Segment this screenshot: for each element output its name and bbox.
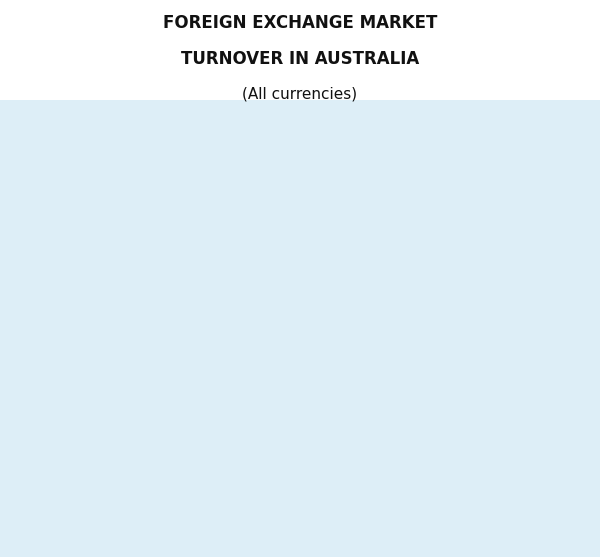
Text: FOREIGN EXCHANGE MARKET: FOREIGN EXCHANGE MARKET xyxy=(163,14,437,32)
Text: $US BIL: $US BIL xyxy=(478,104,527,118)
Text: TURNOVER IN AUSTRALIA: TURNOVER IN AUSTRALIA xyxy=(181,50,419,68)
Text: $US BIL: $US BIL xyxy=(64,104,113,118)
Text: (All currencies): (All currencies) xyxy=(242,86,358,101)
